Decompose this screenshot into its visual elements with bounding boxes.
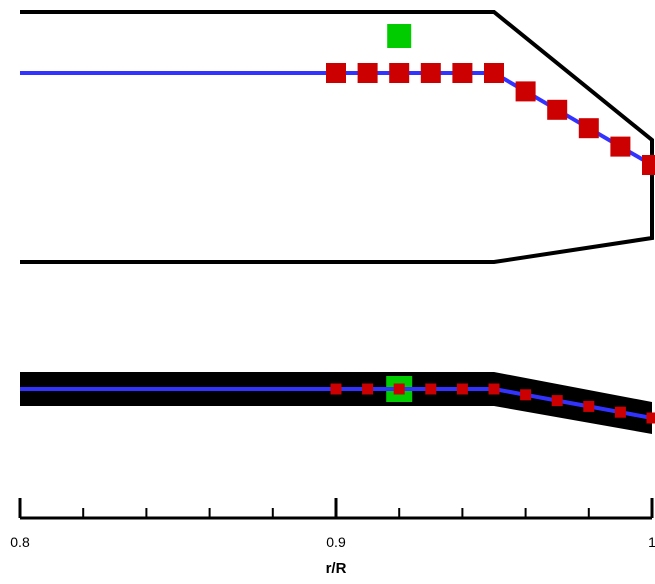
top-marker [642, 155, 655, 175]
bottom-view-panel [20, 372, 655, 434]
top-marker [420, 63, 441, 83]
top-marker [484, 63, 504, 83]
tick-label: 0.9 [326, 534, 346, 550]
bottom-marker [456, 383, 468, 395]
tick-label: 1 [648, 534, 655, 550]
top-marker [578, 118, 599, 139]
bottom-marker [520, 389, 532, 401]
top-marker [547, 99, 568, 120]
top-marker [610, 136, 631, 157]
top-marker [357, 63, 378, 83]
bottom-marker [551, 395, 563, 407]
tick-label: 0.8 [10, 534, 30, 550]
bottom-marker [583, 400, 595, 412]
bottom-marker [646, 412, 655, 424]
x-axis-label: r/R [326, 560, 347, 577]
bottom-marker [488, 383, 500, 395]
top-highlight-marker [387, 24, 412, 48]
bottom-marker [614, 406, 626, 418]
bottom-marker [425, 383, 437, 395]
bottom-marker [393, 383, 405, 395]
r-axis: 0.8 0.9 1 r/R [10, 498, 655, 577]
top-view-panel [20, 10, 655, 264]
top-outline [20, 10, 654, 264]
top-marker [515, 81, 536, 102]
bottom-marker [362, 383, 374, 395]
top-marker [389, 63, 410, 83]
bottom-marker [330, 383, 342, 395]
top-marker [452, 63, 473, 83]
top-marker [326, 63, 346, 83]
